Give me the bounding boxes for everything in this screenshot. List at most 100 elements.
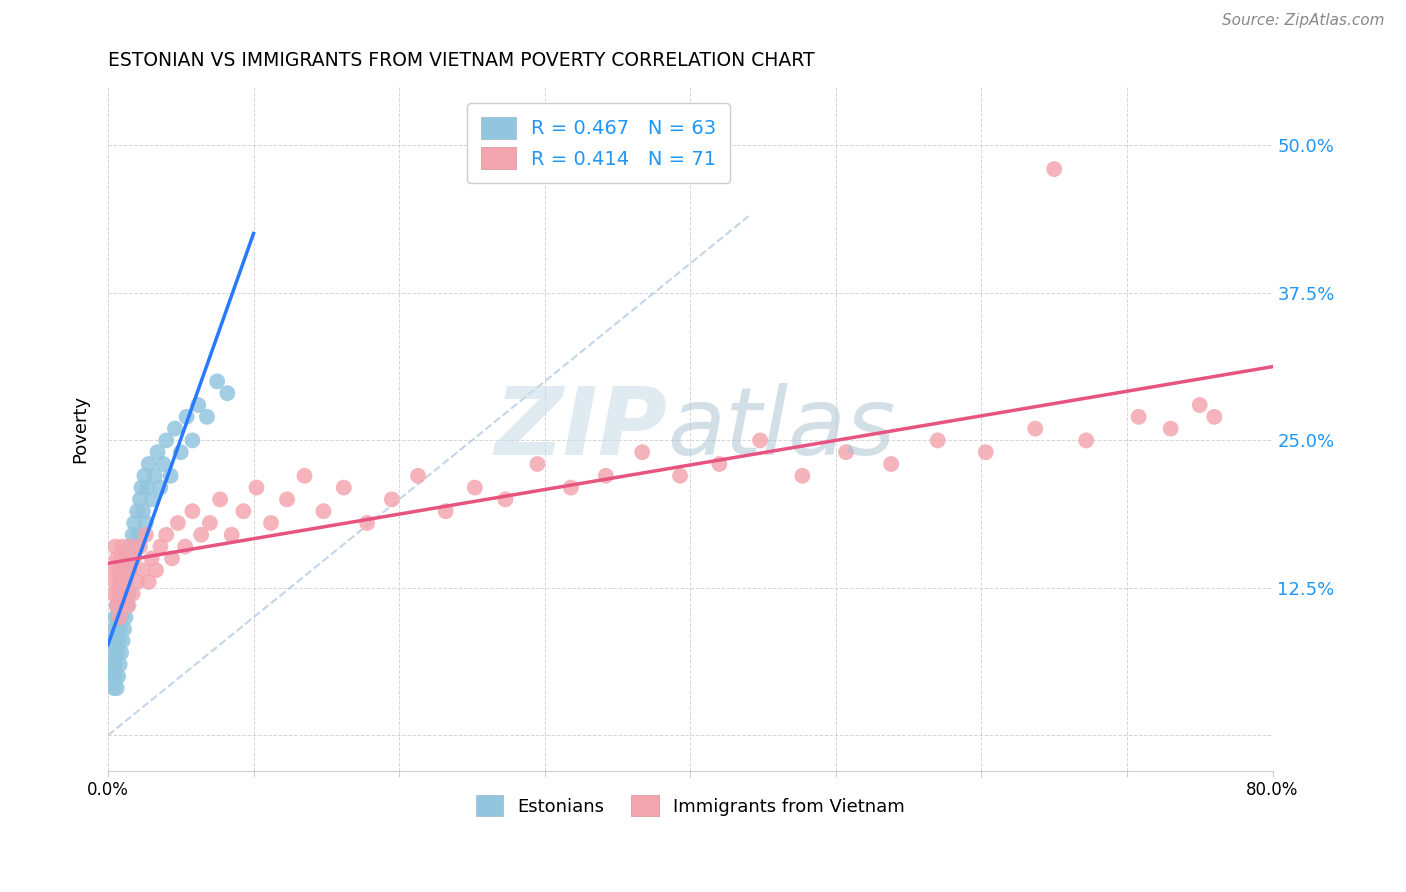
- Point: [174, 540, 197, 554]
- Point: [129, 540, 152, 554]
- Point: [111, 540, 134, 554]
- Text: ESTONIAN VS IMMIGRANTS FROM VIETNAM POVERTY CORRELATION CHART: ESTONIAN VS IMMIGRANTS FROM VIETNAM POVE…: [108, 51, 814, 70]
- Point: [122, 551, 145, 566]
- Point: [108, 574, 131, 589]
- Point: [232, 504, 254, 518]
- Point: [104, 540, 127, 554]
- Legend: Estonians, Immigrants from Vietnam: Estonians, Immigrants from Vietnam: [468, 788, 912, 823]
- Point: [560, 481, 582, 495]
- Point: [406, 468, 429, 483]
- Point: [105, 599, 128, 613]
- Point: [105, 646, 128, 660]
- Point: [198, 516, 221, 530]
- Point: [260, 516, 283, 530]
- Point: [209, 492, 232, 507]
- Point: [112, 587, 135, 601]
- Point: [167, 516, 190, 530]
- Point: [127, 504, 149, 518]
- Point: [131, 481, 153, 495]
- Point: [114, 610, 136, 624]
- Point: [221, 528, 243, 542]
- Point: [105, 551, 128, 566]
- Point: [138, 574, 160, 589]
- Point: [115, 551, 138, 566]
- Text: Source: ZipAtlas.com: Source: ZipAtlas.com: [1222, 13, 1385, 28]
- Point: [112, 622, 135, 636]
- Point: [104, 669, 127, 683]
- Point: [181, 434, 204, 448]
- Point: [103, 646, 125, 660]
- Point: [1204, 409, 1226, 424]
- Point: [1076, 434, 1098, 448]
- Text: atlas: atlas: [666, 383, 896, 475]
- Point: [118, 563, 141, 577]
- Point: [1128, 409, 1150, 424]
- Point: [110, 646, 132, 660]
- Point: [195, 409, 218, 424]
- Point: [118, 563, 141, 577]
- Point: [107, 610, 129, 624]
- Point: [464, 481, 486, 495]
- Point: [155, 434, 177, 448]
- Y-axis label: Poverty: Poverty: [72, 394, 89, 463]
- Point: [107, 563, 129, 577]
- Point: [381, 492, 404, 507]
- Point: [101, 634, 124, 648]
- Point: [835, 445, 858, 459]
- Point: [141, 551, 163, 566]
- Point: [149, 481, 172, 495]
- Point: [880, 457, 903, 471]
- Point: [101, 669, 124, 683]
- Point: [111, 599, 134, 613]
- Point: [176, 409, 198, 424]
- Point: [108, 622, 131, 636]
- Point: [160, 551, 183, 566]
- Point: [434, 504, 457, 518]
- Point: [333, 481, 356, 495]
- Point: [121, 528, 143, 542]
- Point: [294, 468, 316, 483]
- Point: [132, 563, 155, 577]
- Point: [100, 657, 122, 672]
- Point: [494, 492, 516, 507]
- Point: [132, 504, 155, 518]
- Point: [127, 574, 149, 589]
- Text: ZIP: ZIP: [494, 383, 666, 475]
- Point: [110, 551, 132, 566]
- Point: [108, 587, 131, 601]
- Point: [595, 468, 617, 483]
- Point: [163, 421, 186, 435]
- Point: [138, 457, 160, 471]
- Point: [974, 445, 997, 459]
- Point: [107, 669, 129, 683]
- Point: [105, 622, 128, 636]
- Point: [118, 540, 141, 554]
- Point: [181, 504, 204, 518]
- Point: [110, 574, 132, 589]
- Point: [117, 599, 139, 613]
- Point: [526, 457, 548, 471]
- Point: [1043, 162, 1066, 177]
- Point: [120, 551, 142, 566]
- Point: [792, 468, 814, 483]
- Point: [117, 587, 139, 601]
- Point: [114, 551, 136, 566]
- Point: [141, 492, 163, 507]
- Point: [1024, 421, 1046, 435]
- Point: [276, 492, 298, 507]
- Point: [135, 528, 157, 542]
- Point: [709, 457, 731, 471]
- Point: [631, 445, 654, 459]
- Point: [135, 516, 157, 530]
- Point: [115, 574, 138, 589]
- Point: [143, 468, 166, 483]
- Point: [108, 657, 131, 672]
- Point: [111, 563, 134, 577]
- Point: [136, 481, 159, 495]
- Point: [103, 681, 125, 695]
- Point: [108, 610, 131, 624]
- Point: [104, 634, 127, 648]
- Point: [103, 587, 125, 601]
- Point: [105, 681, 128, 695]
- Point: [110, 599, 132, 613]
